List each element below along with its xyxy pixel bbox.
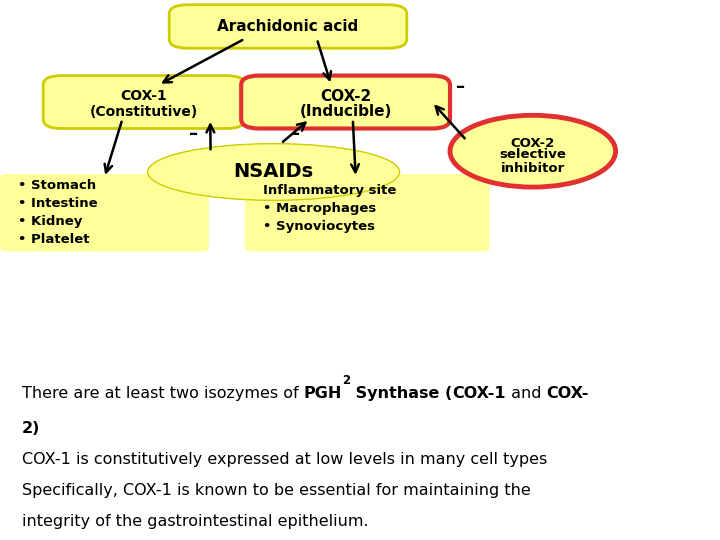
- Text: COX-1 is constitutively expressed at low levels in many cell types: COX-1 is constitutively expressed at low…: [22, 452, 547, 467]
- Text: COX-: COX-: [546, 386, 588, 401]
- FancyBboxPatch shape: [245, 174, 490, 252]
- Text: selective: selective: [500, 148, 566, 161]
- Text: COX-1: COX-1: [121, 90, 167, 103]
- Text: Inflammatory site
• Macrophages
• Synoviocytes: Inflammatory site • Macrophages • Synovi…: [263, 184, 396, 233]
- Text: –: –: [291, 125, 300, 143]
- Text: There are at least two isozymes of: There are at least two isozymes of: [22, 386, 303, 401]
- Text: Specifically, COX-1 is known to be essential for maintaining the: Specifically, COX-1 is known to be essen…: [22, 483, 531, 498]
- Text: COX-2: COX-2: [510, 137, 555, 150]
- Text: (Inducible): (Inducible): [300, 104, 392, 119]
- Text: • Stomach
• Intestine
• Kidney
• Platelet: • Stomach • Intestine • Kidney • Platele…: [18, 179, 98, 246]
- FancyBboxPatch shape: [0, 174, 209, 252]
- Text: Arachidonic acid: Arachidonic acid: [217, 19, 359, 34]
- Ellipse shape: [450, 116, 616, 187]
- Text: 2): 2): [22, 421, 40, 436]
- Text: COX-2: COX-2: [320, 89, 372, 104]
- Text: Synthase (: Synthase (: [350, 386, 452, 401]
- Text: inhibitor: inhibitor: [500, 161, 565, 175]
- Text: PGH: PGH: [303, 386, 342, 401]
- Text: (Constitutive): (Constitutive): [90, 105, 198, 118]
- Text: NSAIDs: NSAIDs: [233, 163, 314, 181]
- FancyBboxPatch shape: [43, 76, 245, 129]
- Text: 2: 2: [342, 374, 350, 388]
- Text: COX-1: COX-1: [452, 386, 505, 401]
- Text: –: –: [189, 125, 198, 143]
- Text: integrity of the gastrointestinal epithelium.: integrity of the gastrointestinal epithe…: [22, 514, 368, 529]
- FancyBboxPatch shape: [169, 5, 407, 48]
- Ellipse shape: [148, 144, 400, 200]
- Text: –: –: [456, 78, 465, 96]
- Text: and: and: [505, 386, 546, 401]
- FancyBboxPatch shape: [241, 76, 450, 129]
